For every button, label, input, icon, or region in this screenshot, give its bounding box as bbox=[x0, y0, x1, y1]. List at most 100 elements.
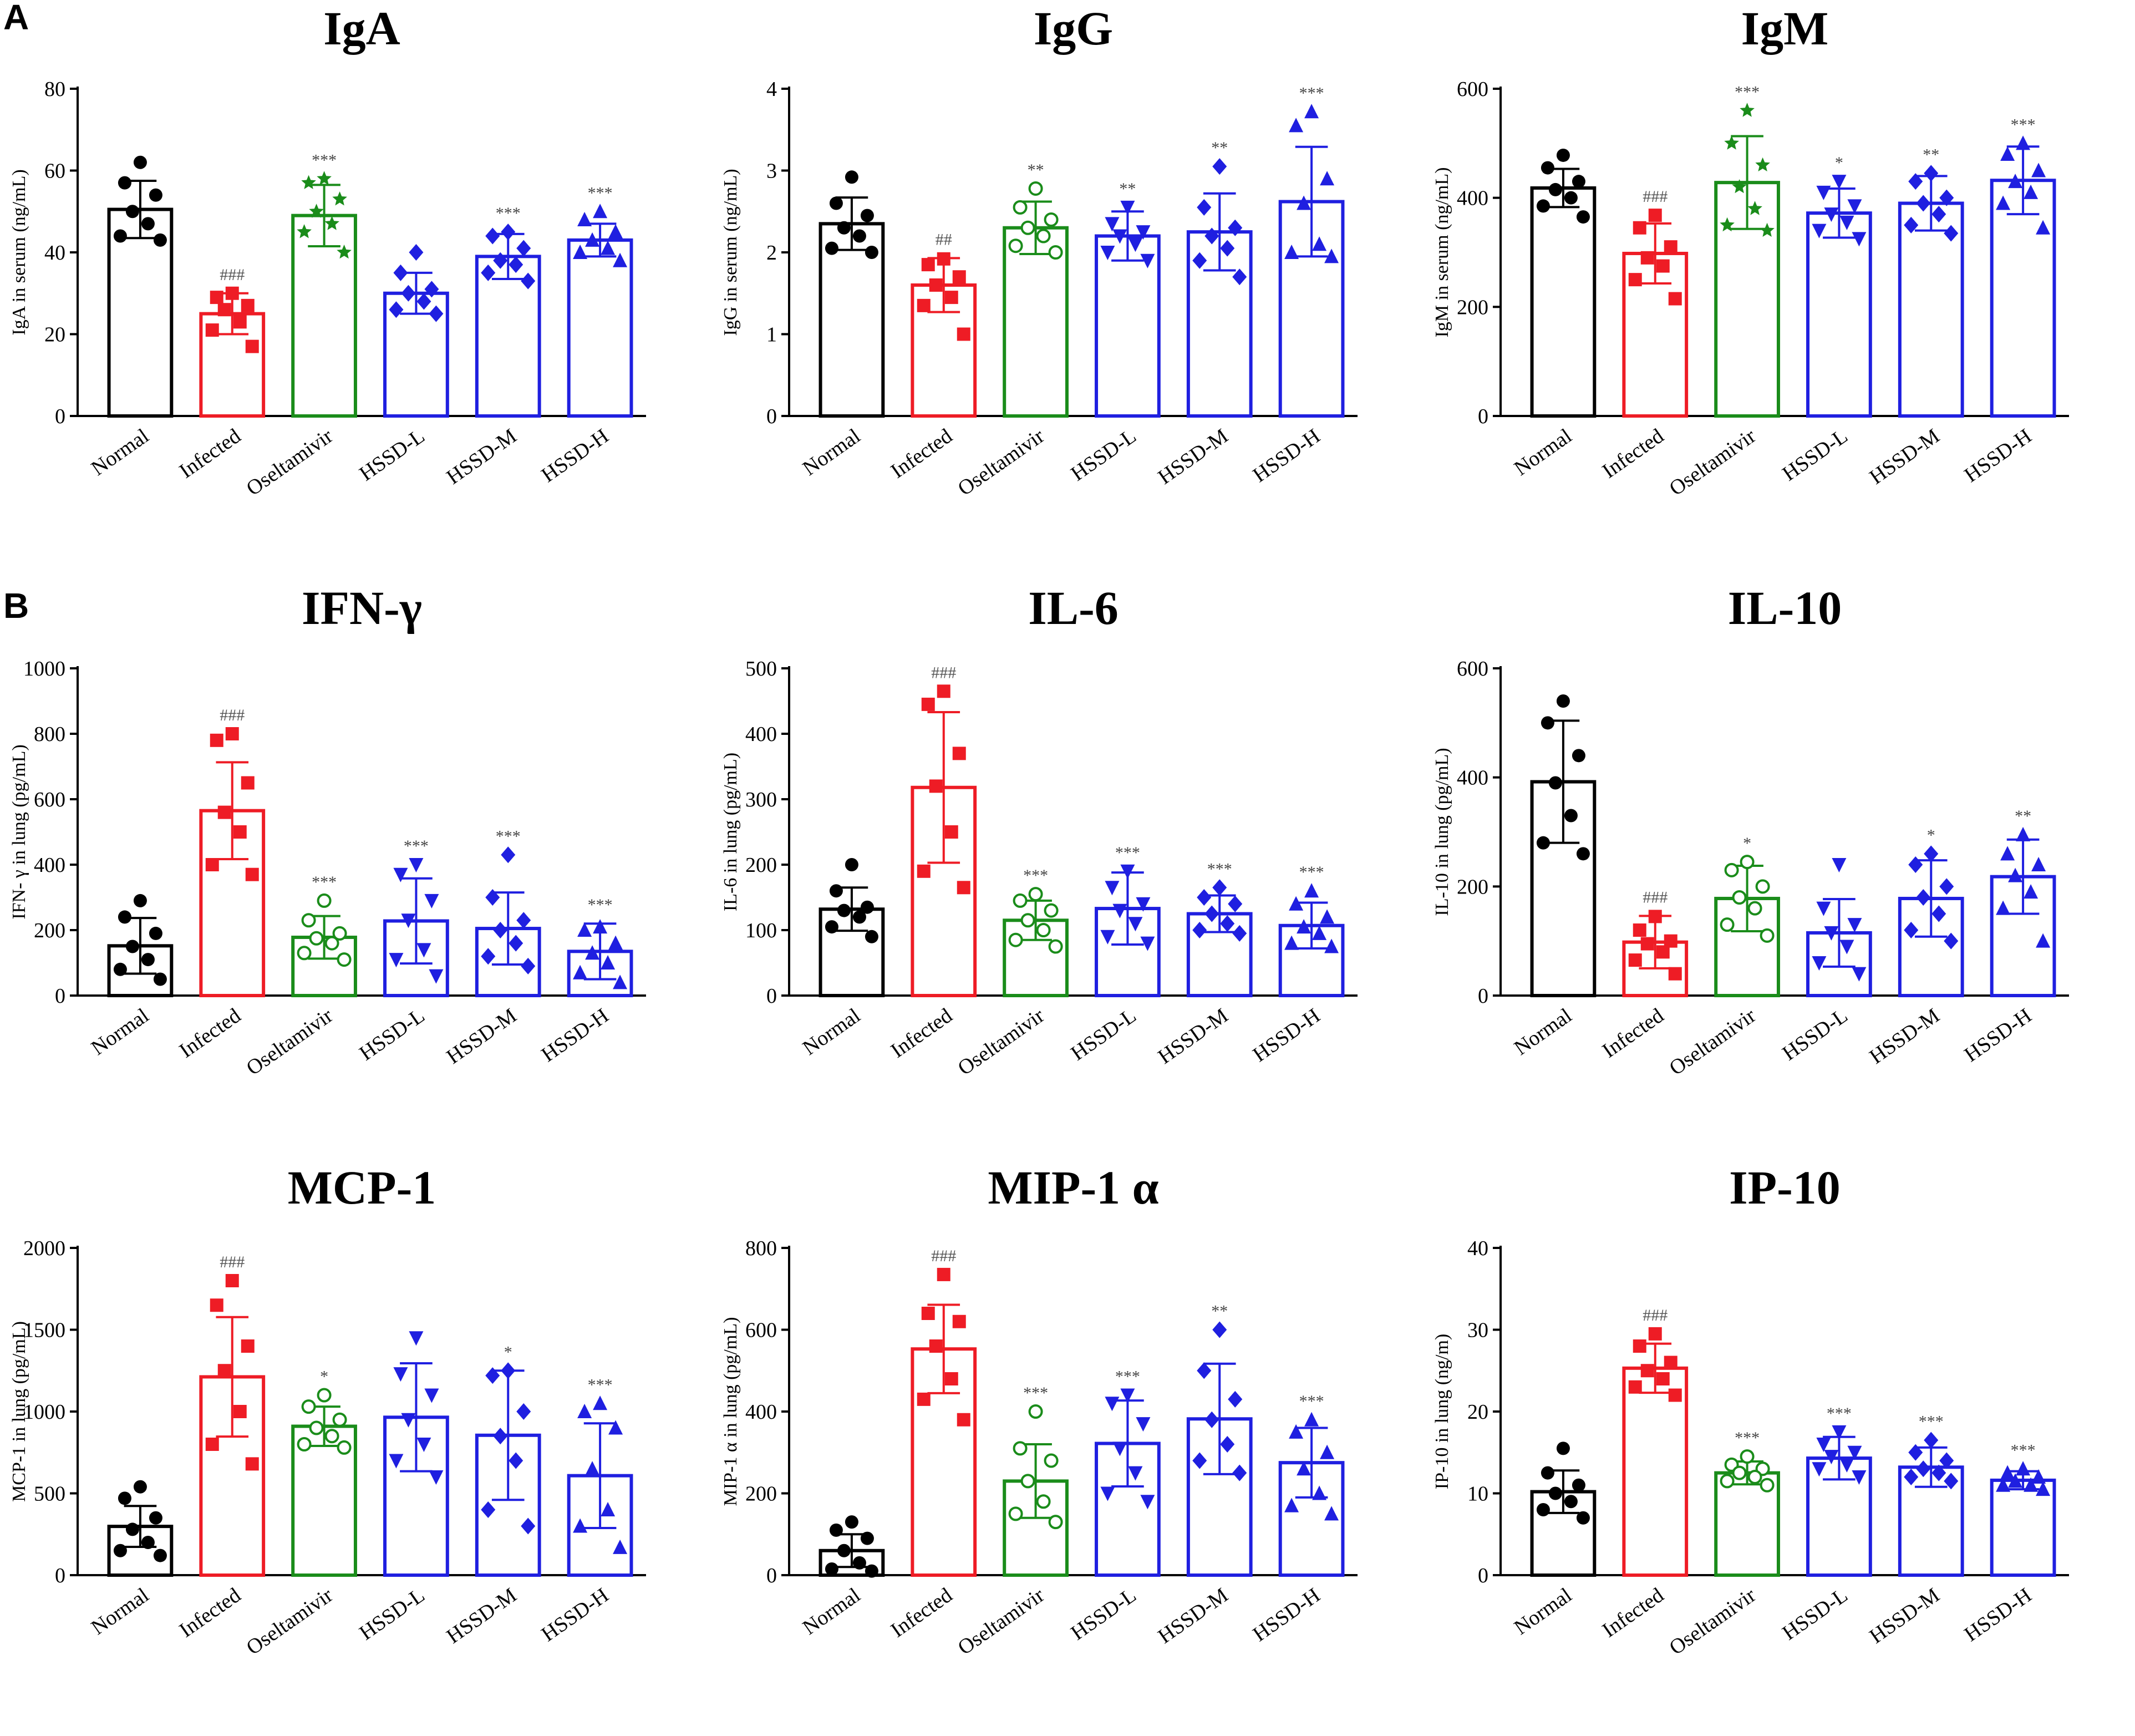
data-point bbox=[233, 825, 247, 839]
data-point bbox=[837, 1544, 851, 1557]
significance-label: ### bbox=[220, 1253, 245, 1271]
data-point bbox=[324, 936, 339, 951]
data-point bbox=[1297, 1461, 1312, 1476]
data-point bbox=[1564, 1495, 1578, 1509]
data-point bbox=[225, 727, 239, 740]
data-point bbox=[297, 1437, 312, 1451]
data-point bbox=[1760, 928, 1775, 943]
data-point bbox=[1852, 967, 1867, 982]
data-point bbox=[1304, 1412, 1319, 1427]
data-point bbox=[593, 919, 608, 934]
data-point bbox=[118, 1491, 131, 1505]
data-point bbox=[845, 858, 858, 871]
data-point bbox=[389, 301, 404, 318]
data-point bbox=[1908, 173, 1923, 190]
data-point bbox=[1020, 1474, 1035, 1489]
significance-label: *** bbox=[404, 837, 429, 855]
significance-label: * bbox=[320, 1368, 328, 1386]
x-tick-label: HSSD-M bbox=[1865, 1004, 1944, 1069]
data-point bbox=[2024, 1477, 2039, 1492]
data-point bbox=[1013, 893, 1028, 908]
data-point bbox=[332, 926, 347, 941]
data-point bbox=[944, 1372, 958, 1385]
x-tick-label: HSSD-L bbox=[1778, 1583, 1852, 1645]
significance-label: ** bbox=[1923, 145, 1939, 164]
significance-label: ### bbox=[931, 1247, 956, 1265]
data-point bbox=[1556, 148, 1570, 162]
y-tick-label: 2 bbox=[766, 241, 777, 265]
x-tick-label: Normal bbox=[87, 424, 153, 480]
data-point bbox=[1556, 1441, 1570, 1455]
significance-label: ** bbox=[1211, 139, 1228, 157]
data-point bbox=[1656, 945, 1670, 959]
significance-label: *** bbox=[588, 1375, 613, 1394]
data-point bbox=[485, 1367, 500, 1384]
y-tick-label: 300 bbox=[745, 788, 777, 811]
data-point bbox=[601, 240, 616, 255]
data-point bbox=[1572, 1478, 1585, 1492]
y-axis-label: IL-6 in lung (pg/mL) bbox=[720, 753, 741, 911]
data-point bbox=[1320, 1444, 1335, 1459]
x-tick-label: HSSD-M bbox=[1154, 424, 1233, 489]
x-tick-label: Infected bbox=[1598, 424, 1668, 483]
data-point bbox=[485, 889, 500, 906]
x-tick-label: Oseltamivir bbox=[954, 1583, 1049, 1660]
data-point bbox=[585, 945, 600, 960]
significance-label: * bbox=[1835, 154, 1843, 172]
bar-group-oseltamivir: *** bbox=[291, 873, 357, 997]
bar-group-hssd-m: *** bbox=[475, 204, 541, 418]
chart-mcp-1: MCP-1 MCP-1 in lung (pg/mL) 0 500 1000 1500 20… bbox=[0, 1159, 711, 1736]
x-tick-label: HSSD-M bbox=[443, 424, 521, 489]
data-point bbox=[1656, 1372, 1670, 1385]
y-tick-label: 400 bbox=[1457, 187, 1488, 210]
data-point bbox=[1136, 225, 1151, 240]
data-point bbox=[613, 974, 628, 989]
x-tick-label: Infected bbox=[1598, 1004, 1668, 1063]
y-tick-label: 60 bbox=[44, 160, 65, 183]
data-point bbox=[1312, 1485, 1327, 1500]
data-point bbox=[2031, 857, 2046, 871]
data-point bbox=[509, 256, 523, 273]
data-point bbox=[1212, 1321, 1227, 1338]
data-point bbox=[1232, 268, 1247, 286]
data-point bbox=[2024, 184, 2039, 199]
data-point bbox=[509, 1452, 523, 1469]
data-point bbox=[2016, 826, 2031, 841]
data-point bbox=[1908, 1444, 1923, 1461]
data-point bbox=[481, 1501, 496, 1518]
data-point bbox=[1289, 118, 1304, 133]
data-point bbox=[577, 922, 592, 937]
data-point bbox=[585, 1461, 600, 1476]
x-tick-label: HSSD-L bbox=[355, 1583, 429, 1645]
data-point bbox=[1640, 937, 1654, 951]
data-point bbox=[301, 175, 316, 189]
bar-group-hssd-m: *** bbox=[1186, 860, 1253, 997]
data-point bbox=[493, 252, 508, 269]
y-tick-label: 500 bbox=[34, 1483, 65, 1506]
data-point bbox=[429, 305, 444, 322]
chart-title: IL-10 bbox=[1728, 581, 1842, 634]
data-point bbox=[424, 1388, 439, 1403]
y-tick-label: 600 bbox=[1457, 657, 1488, 681]
x-tick-label: Oseltamivir bbox=[242, 424, 337, 501]
data-point bbox=[2036, 933, 2051, 948]
data-point bbox=[301, 913, 316, 928]
data-point bbox=[601, 955, 616, 969]
x-tick-label: Oseltamivir bbox=[954, 1004, 1049, 1080]
data-point bbox=[2008, 174, 2023, 189]
data-point bbox=[217, 805, 231, 819]
data-point bbox=[1720, 1474, 1735, 1489]
data-point bbox=[1944, 1473, 1959, 1490]
data-point bbox=[1839, 940, 1854, 955]
x-tick-label: Infected bbox=[175, 424, 245, 483]
data-point bbox=[516, 1403, 531, 1420]
data-point bbox=[332, 1412, 347, 1427]
data-point bbox=[205, 1438, 219, 1451]
data-point bbox=[1320, 909, 1335, 924]
bar-group-hssd-h: *** bbox=[567, 896, 633, 997]
data-point bbox=[1996, 1477, 2011, 1492]
data-point bbox=[401, 1413, 416, 1428]
data-point bbox=[1008, 932, 1023, 947]
x-tick-label: Infected bbox=[887, 424, 957, 483]
significance-label: *** bbox=[1827, 1404, 1852, 1423]
